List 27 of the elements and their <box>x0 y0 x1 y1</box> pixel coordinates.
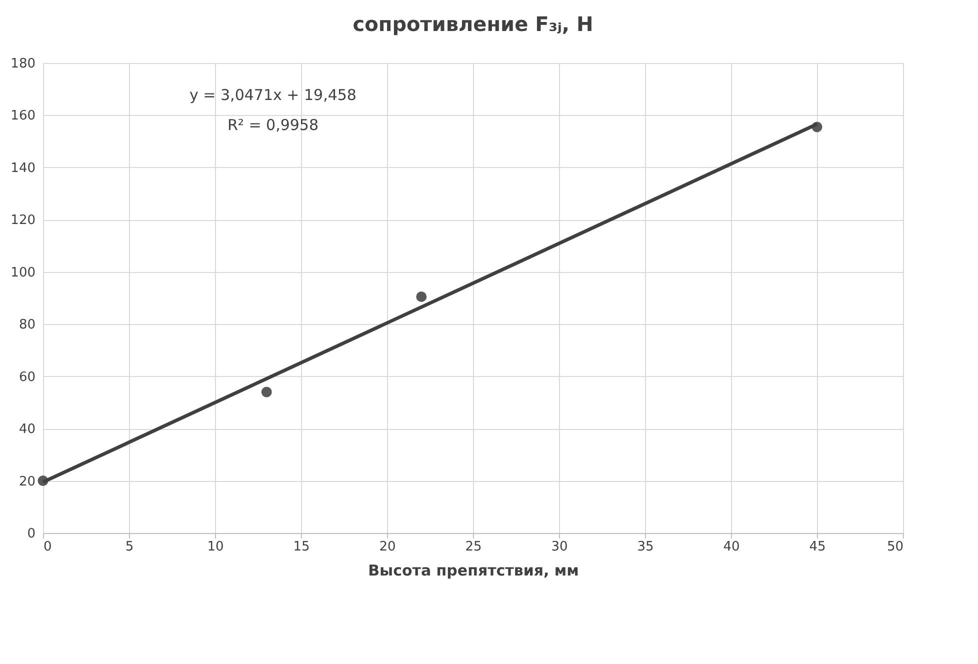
x-tick-label: 20 <box>379 540 396 554</box>
annotation: y = 3,0471x + 19,458 <box>190 86 356 104</box>
y-tick-label: 140 <box>10 160 36 176</box>
x-axis-title: Высота препятствия, мм <box>368 562 579 580</box>
x-tick-label: 25 <box>465 540 482 554</box>
y-tick-label: 120 <box>10 213 36 228</box>
x-tick-label: 15 <box>293 540 310 554</box>
point <box>416 291 427 302</box>
y-tick-label: 0 <box>27 526 36 542</box>
x-tick-label: 10 <box>207 540 224 554</box>
y-tick-label: 20 <box>18 474 36 490</box>
y-tick-label: 80 <box>18 318 36 333</box>
x-tick-label: 0 <box>44 540 52 554</box>
annotation: R² = 0,9958 <box>227 116 319 134</box>
chart-title: сопротивление F₃ⱼ, Н <box>352 12 594 36</box>
x-tick-label: 35 <box>637 540 654 554</box>
x-tick-label: 45 <box>809 540 826 554</box>
point <box>261 386 272 398</box>
x-tick-label: 50 <box>886 540 904 554</box>
y-tick-label: 40 <box>18 422 36 438</box>
y-tick-label: 180 <box>10 56 36 72</box>
y-tick-label: 160 <box>10 108 36 124</box>
x-tick-label: 40 <box>723 540 740 554</box>
y-tick-label: 60 <box>18 370 36 385</box>
x-tick-label: 30 <box>551 540 568 554</box>
x-tick-label: 5 <box>125 540 134 554</box>
y-tick-label: 100 <box>10 265 36 280</box>
